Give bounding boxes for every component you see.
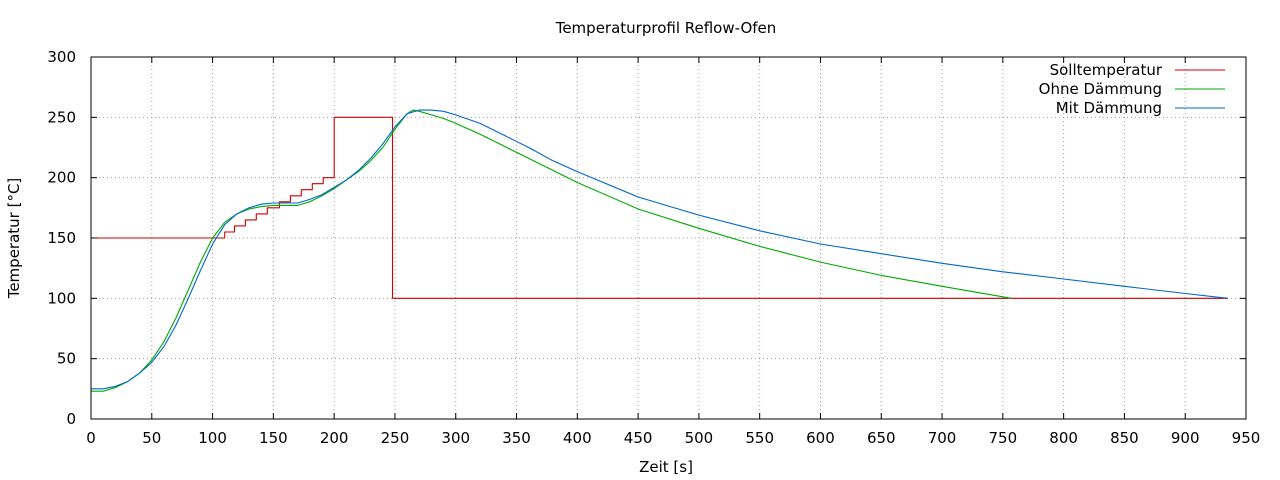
series-layer: [91, 109, 1228, 392]
chart-title: Temperaturprofil Reflow-Ofen: [555, 19, 777, 37]
x-tick-label: 200: [320, 429, 349, 447]
series-line-mit-daemmung: [91, 109, 1228, 390]
x-tick-label: 700: [928, 429, 957, 447]
y-tick-label: 100: [47, 289, 76, 307]
x-axis-label: Zeit [s]: [639, 458, 693, 476]
x-tick-label: 450: [624, 429, 653, 447]
y-axis-label: Temperatur [°C]: [5, 178, 23, 300]
x-tick-label: 400: [563, 429, 592, 447]
series-line-ohne-daemmung: [91, 109, 1012, 392]
y-tick-label: 250: [47, 108, 76, 126]
y-tick-label: 300: [47, 48, 76, 66]
x-tick-label: 500: [685, 429, 714, 447]
x-tick-label: 0: [86, 429, 96, 447]
y-tick-label: 200: [47, 169, 76, 187]
x-tick-label: 250: [381, 429, 410, 447]
x-tick-label: 350: [502, 429, 531, 447]
y-tick-label: 50: [57, 350, 76, 368]
x-tick-label: 650: [867, 429, 896, 447]
y-tick-label: 150: [47, 229, 76, 247]
y-tick-labels: 0 50 100 150 200 250 300: [47, 48, 76, 428]
x-tick-label: 900: [1171, 429, 1200, 447]
x-tick-label: 950: [1232, 429, 1261, 447]
x-tick-label: 800: [1049, 429, 1078, 447]
x-tick-label: 850: [1110, 429, 1139, 447]
series-line-solltemperatur: [91, 116, 1228, 299]
legend-label-ohne-daemmung: Ohne Dämmung: [1039, 80, 1162, 98]
x-tick-label: 150: [259, 429, 288, 447]
x-tick-label: 750: [989, 429, 1018, 447]
x-tick-label: 100: [198, 429, 227, 447]
tick-marks: [90, 56, 1247, 420]
legend-label-mit-daemmung: Mit Dämmung: [1056, 99, 1162, 117]
y-tick-label: 0: [66, 410, 76, 428]
legend-label-solltemperatur: Solltemperatur: [1050, 61, 1163, 79]
x-tick-labels: 0 50 100 150 200 250 300 350 400 450 500 550 600 650 7…: [86, 429, 1260, 447]
x-tick-label: 600: [806, 429, 835, 447]
legend: Solltemperatur Ohne Dämmung Mit Dämmung: [1039, 61, 1225, 117]
x-tick-label: 50: [142, 429, 161, 447]
x-tick-label: 300: [441, 429, 470, 447]
x-tick-label: 550: [745, 429, 774, 447]
grid-lines: [91, 57, 1246, 419]
